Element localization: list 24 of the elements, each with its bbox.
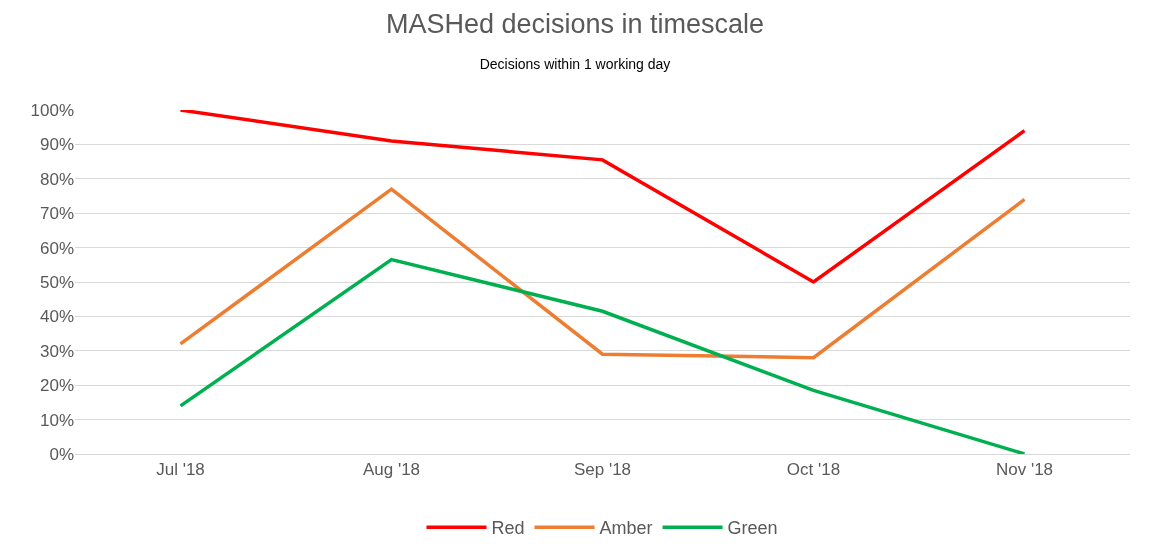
chart-title: MASHed decisions in timescale	[385, 9, 765, 40]
x-tick-label: Aug '18	[362, 460, 421, 480]
x-tick-label: Sep '18	[573, 460, 632, 480]
line-series	[178, 110, 1027, 284]
line-series	[178, 187, 1027, 360]
y-tick-label: 100%	[30, 100, 74, 120]
y-tick-label: 20%	[39, 376, 74, 396]
x-tick-label: Oct '18	[786, 460, 841, 480]
y-tick-label: 0%	[49, 444, 74, 464]
y-tick-label: 80%	[39, 169, 74, 189]
line-series	[178, 257, 1027, 454]
y-tick-label: 60%	[39, 238, 74, 258]
x-tick-label: Jul '18	[156, 460, 205, 480]
legend-label: Amber	[599, 518, 653, 539]
chart-subtitle: Decisions within 1 working day	[479, 55, 671, 72]
y-tick-label: 50%	[39, 272, 74, 292]
x-tick-label: Nov '18	[995, 460, 1054, 480]
y-tick-label: 30%	[39, 341, 74, 361]
y-tick-label: 70%	[39, 204, 74, 224]
y-tick-label: 10%	[39, 410, 74, 430]
y-tick-label: 90%	[39, 135, 74, 155]
legend-label: Red	[491, 518, 525, 539]
legend-label: Green	[727, 518, 778, 539]
y-tick-label: 40%	[39, 307, 74, 327]
